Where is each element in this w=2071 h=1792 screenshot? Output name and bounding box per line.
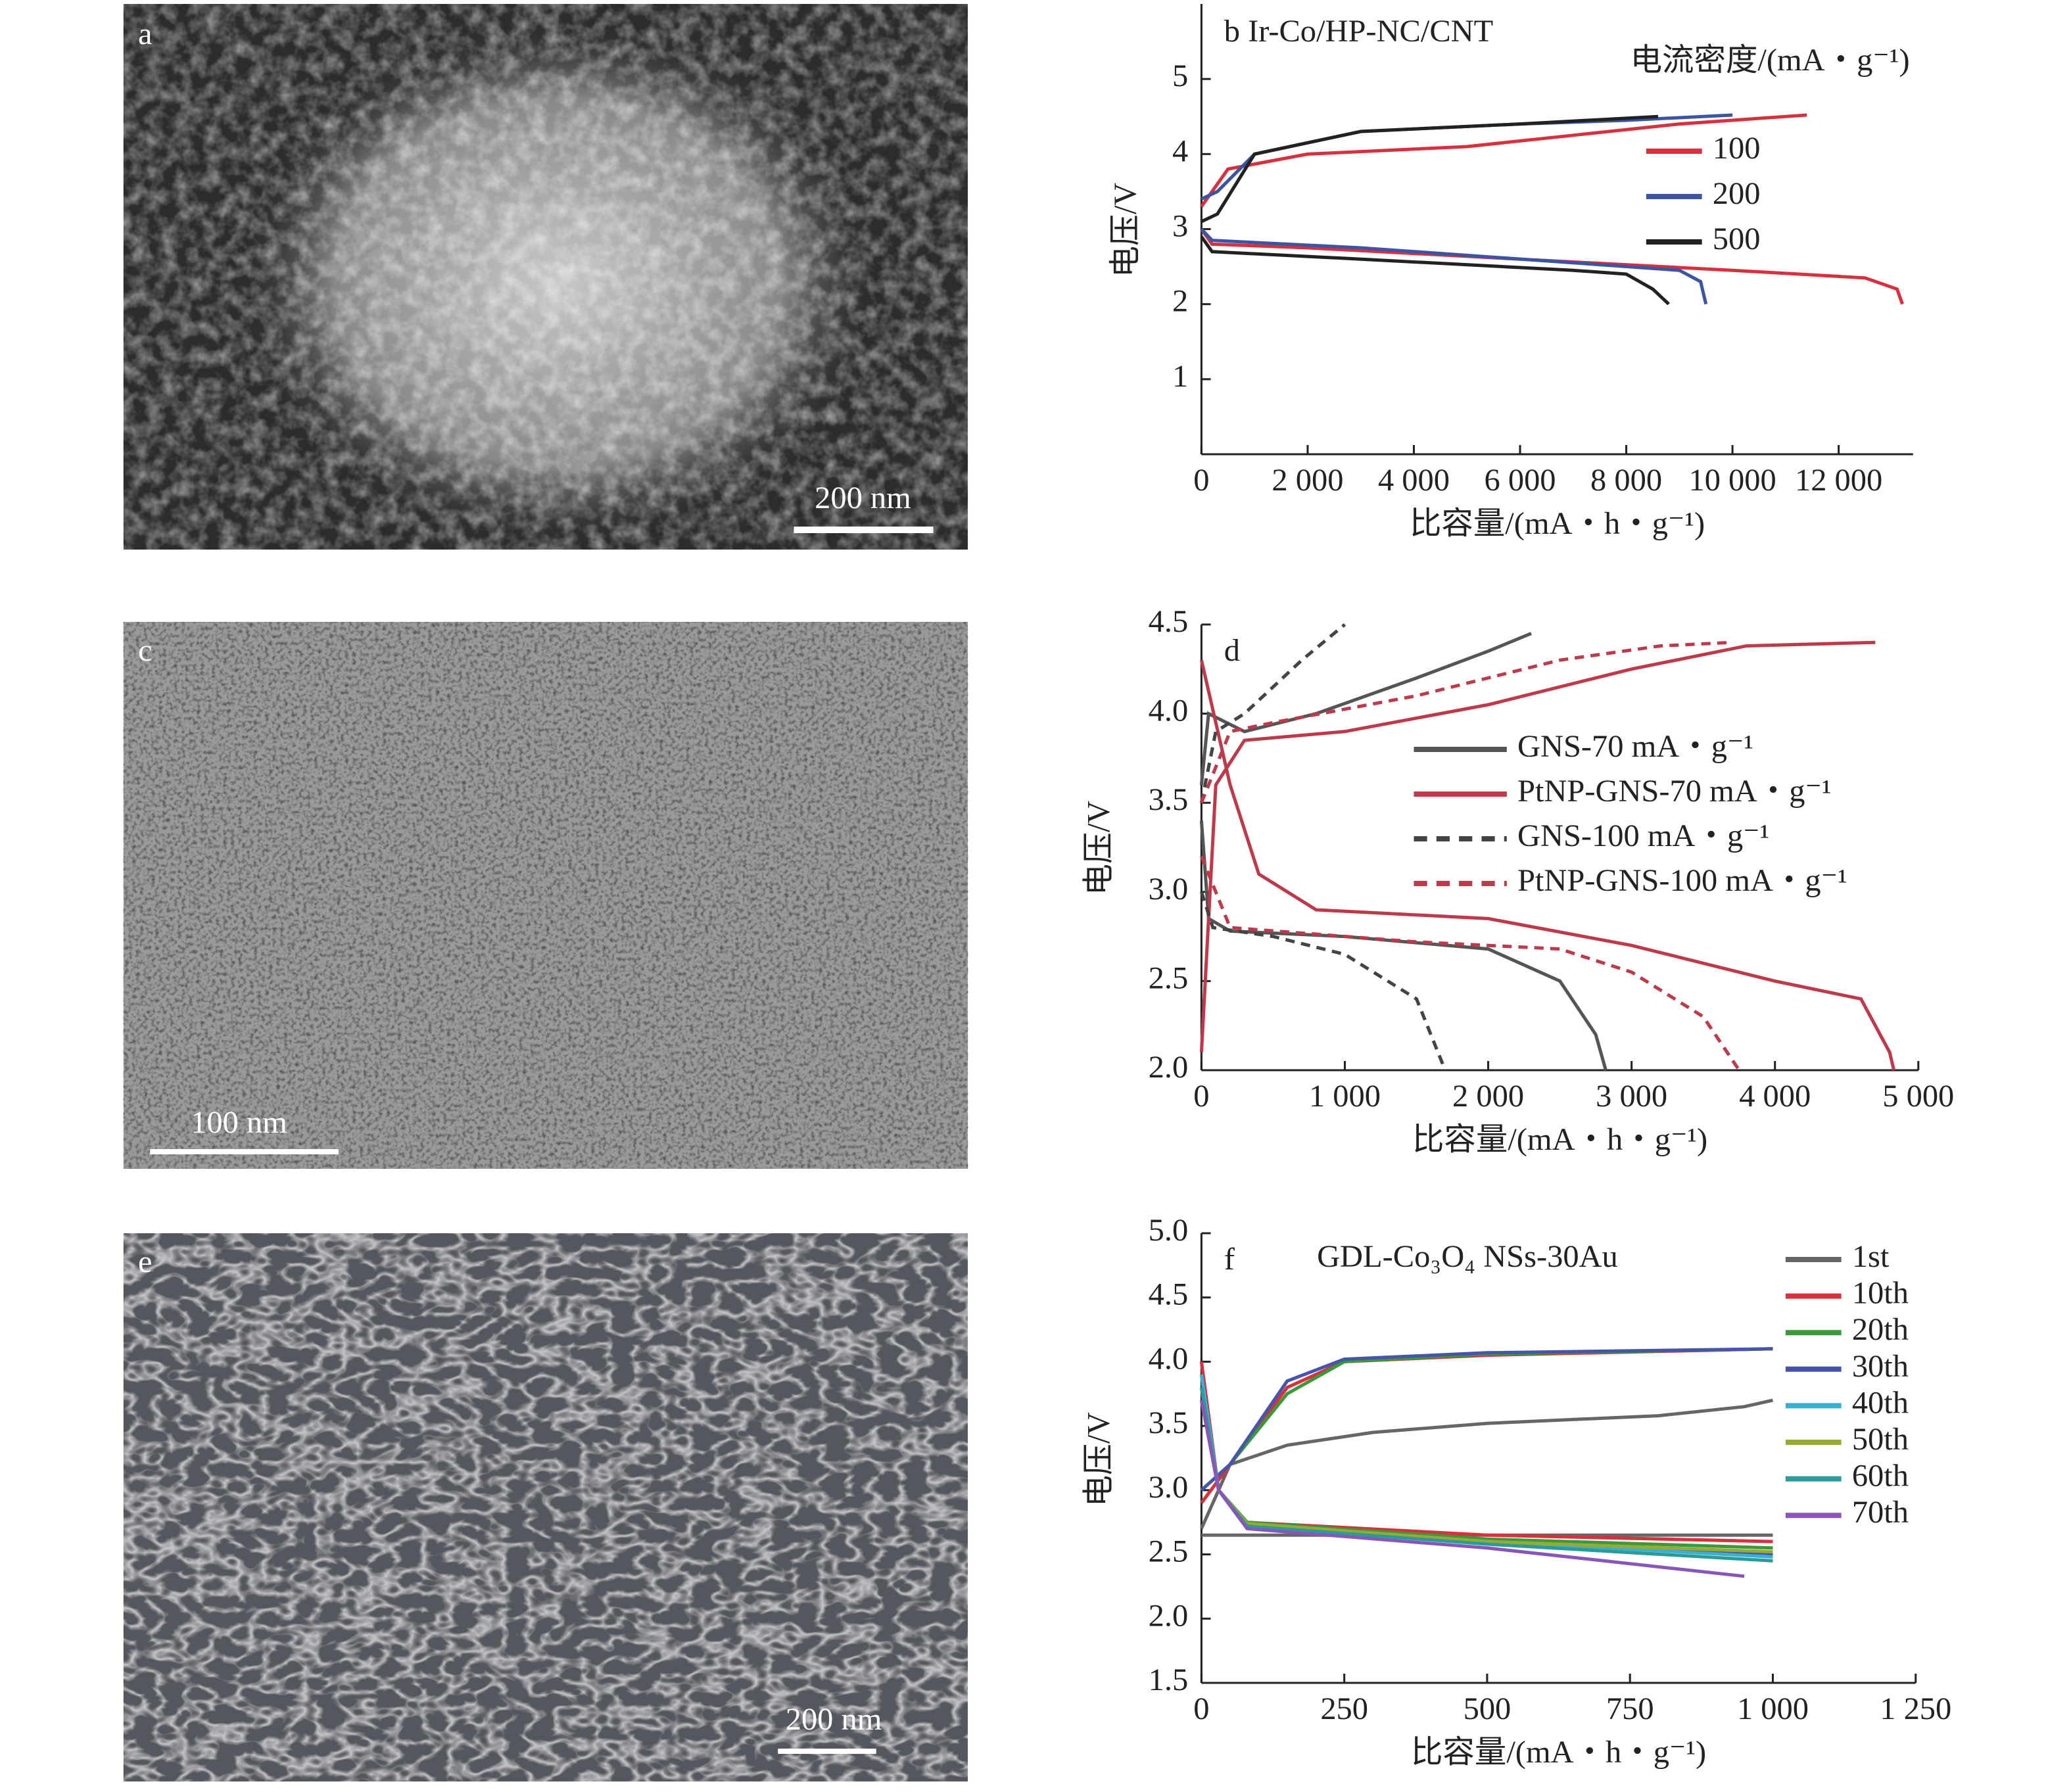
x-tick-label: 0 [1193, 1079, 1209, 1114]
x-tick-label: 1 000 [1737, 1691, 1809, 1726]
y-tick-label: 1.5 [1149, 1662, 1189, 1697]
y-axis-label: 电压/V [1082, 801, 1116, 895]
panel-label: e [138, 1244, 153, 1279]
x-tick-label: 0 [1193, 1691, 1209, 1726]
legend-label: 20th [1852, 1312, 1909, 1347]
series-line [1199, 640, 1896, 1071]
y-tick-label: 3.0 [1149, 1470, 1189, 1505]
series-line [1200, 640, 1741, 1072]
y-tick-label: 4.5 [1149, 1277, 1189, 1312]
legend-label: PtNP-GNS-70 mA・g⁻¹ [1517, 774, 1832, 809]
y-tick-label: 5.0 [1149, 1213, 1189, 1248]
image-e: e 200 nm [123, 1233, 968, 1781]
legend-label: 30th [1852, 1349, 1909, 1384]
x-tick-label: 4 000 [1739, 1079, 1811, 1114]
y-tick-label: 3.5 [1149, 1405, 1189, 1440]
legend-title: 电流密度/(mA・g⁻¹) [1631, 43, 1910, 78]
panel-label: a [138, 16, 153, 51]
x-tick-label: 500 [1464, 1691, 1512, 1726]
legend-label: 1st [1852, 1239, 1890, 1274]
scale-bar-label: 200 nm [786, 1702, 882, 1737]
y-tick-label: 2 [1172, 284, 1188, 319]
legend-label: 50th [1852, 1422, 1909, 1457]
series-line [1199, 623, 1447, 1071]
x-tick-label: 6 000 [1485, 463, 1556, 498]
y-tick-label: 4.0 [1149, 1342, 1189, 1377]
scale-bar-label: 100 nm [191, 1105, 287, 1140]
chart-title: Ir-Co/HP-NC/CNT [1248, 14, 1493, 49]
x-tick-label: 5 000 [1882, 1079, 1954, 1114]
image-a: a 200 nm [123, 4, 968, 550]
series-line [1199, 1400, 1745, 1578]
x-tick-label: 12 000 [1795, 463, 1882, 498]
x-tick-label: 2 000 [1272, 463, 1343, 498]
chart-d: 0 1 000 2 000 3 000 4 000 5 000 2.0 2.5 3.0 3.5 4.… [1082, 604, 1954, 1157]
panel-label: b [1224, 14, 1240, 49]
chart-title: GDL-Co₃O₄ NSs-30Au [1317, 1239, 1618, 1274]
legend-label: 40th [1852, 1386, 1909, 1421]
x-tick-label: 8 000 [1590, 463, 1662, 498]
panel-label: f [1224, 1242, 1235, 1277]
legend-label: 200 [1713, 176, 1761, 211]
y-tick-label: 1 [1172, 359, 1188, 394]
legend-label: 500 [1713, 222, 1761, 256]
x-tick-label: 2 000 [1452, 1079, 1524, 1114]
y-axis-label: 电压/V [1108, 183, 1143, 277]
legend-label: 100 [1713, 131, 1761, 166]
series-line [1200, 1398, 1774, 1537]
legend-label: 70th [1852, 1495, 1909, 1530]
series-line [1200, 113, 1733, 305]
y-tick-label: 2.5 [1149, 961, 1189, 996]
series-line [1200, 114, 1670, 306]
y-tick-label: 4 [1172, 134, 1188, 169]
y-tick-label: 2.5 [1149, 1534, 1189, 1569]
scale-bar-label: 200 nm [815, 481, 911, 515]
y-tick-label: 3 [1172, 209, 1188, 244]
x-tick-label: 1 000 [1309, 1079, 1381, 1114]
y-tick-label: 2.0 [1149, 1598, 1189, 1633]
legend-label: GNS-100 mA・g⁻¹ [1517, 818, 1769, 853]
legend-label: 10th [1852, 1276, 1909, 1311]
legend-label: 60th [1852, 1459, 1909, 1494]
y-tick-label: 4.0 [1149, 694, 1189, 728]
x-tick-label: 0 [1193, 463, 1209, 498]
x-tick-label: 1 250 [1880, 1691, 1951, 1726]
x-axis-label: 比容量/(mA・h・g⁻¹) [1411, 1735, 1706, 1770]
y-axis-label: 电压/V [1082, 1412, 1116, 1507]
chart-b: 0 2 000 4 000 6 000 8 000 10 000 12 000 1 2 3 4 5 比容… [1108, 4, 1913, 541]
panel-label: d [1224, 633, 1240, 668]
legend-label: GNS-70 mA・g⁻¹ [1517, 729, 1753, 764]
y-tick-label: 3.0 [1149, 872, 1189, 907]
x-axis-label: 比容量/(mA・h・g⁻¹) [1412, 1122, 1707, 1157]
x-axis-label: 比容量/(mA・h・g⁻¹) [1410, 506, 1705, 541]
image-c: c 100 nm [123, 622, 968, 1169]
x-tick-label: 3 000 [1596, 1079, 1667, 1114]
x-tick-label: 4 000 [1378, 463, 1450, 498]
y-tick-label: 2.0 [1149, 1050, 1189, 1085]
chart-f: 0 250 500 750 1 000 1 250 1.5 2.0 2.5 3.0 3.5 4.0 4.… [1082, 1213, 1951, 1770]
panel-label: c [138, 633, 153, 668]
y-tick-label: 5 [1172, 59, 1188, 93]
x-tick-label: 10 000 [1688, 463, 1776, 498]
y-tick-label: 4.5 [1149, 604, 1189, 639]
legend-label: PtNP-GNS-100 mA・g⁻¹ [1517, 863, 1847, 898]
x-tick-label: 750 [1606, 1691, 1654, 1726]
x-tick-label: 250 [1320, 1691, 1368, 1726]
series-line [1199, 1347, 1773, 1550]
y-tick-label: 3.5 [1149, 782, 1189, 817]
